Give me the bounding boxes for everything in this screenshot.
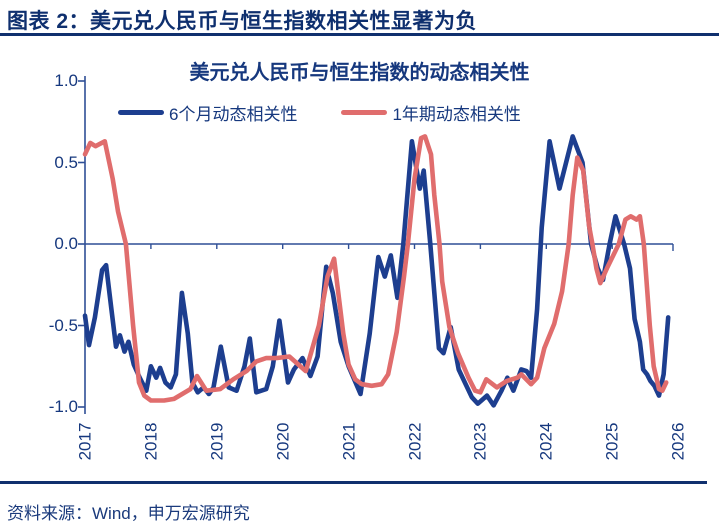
x-tick-label: 2019 <box>207 422 227 461</box>
legend-line-6m-icon <box>118 110 164 115</box>
legend-item-1y: 1年期动态相关性 <box>341 100 521 125</box>
report-header: 图表 2：美元兑人民币与恒生指数相关性显著为负 <box>0 0 719 36</box>
x-tick-label: 2023 <box>470 422 490 461</box>
legend-label-6m: 6个月动态相关性 <box>169 105 298 124</box>
chart-title: 美元兑人民币与恒生指数的动态相关性 <box>189 62 530 84</box>
legend-label-1y: 1年期动态相关性 <box>392 105 521 124</box>
footer-separator-line <box>0 481 707 484</box>
x-tick-label: 2026 <box>668 422 688 461</box>
x-tick-label: 2025 <box>602 422 622 461</box>
x-tick-label: 2021 <box>339 422 359 461</box>
y-tick-label: -0.5 <box>48 315 78 335</box>
y-tick-label: -1.0 <box>48 397 78 416</box>
page-title: 图表 2：美元兑人民币与恒生指数相关性显著为负 <box>7 10 478 33</box>
legend-item-6m: 6个月动态相关性 <box>118 100 297 125</box>
y-tick-label: 0.5 <box>54 152 78 172</box>
chart-legend: 6个月动态相关性 1年期动态相关性 <box>118 100 521 125</box>
x-tick-label: 2020 <box>273 422 293 461</box>
x-tick-label: 2024 <box>536 422 556 461</box>
legend-line-1y-icon <box>341 110 388 115</box>
source-note: 资料来源：Wind，申万宏源研究 <box>7 504 250 523</box>
x-tick-label: 2017 <box>75 422 95 461</box>
x-tick-label: 2018 <box>141 422 161 461</box>
x-tick-label: 2022 <box>405 422 424 461</box>
y-tick-label: 1.0 <box>54 71 78 90</box>
y-tick-label: 0.0 <box>54 234 78 253</box>
